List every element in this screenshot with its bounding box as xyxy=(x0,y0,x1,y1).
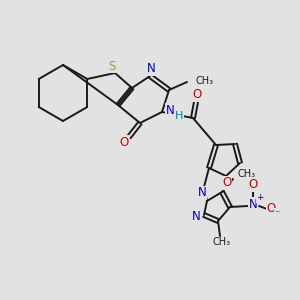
Text: N: N xyxy=(192,209,200,223)
Text: N: N xyxy=(147,62,155,76)
Text: N: N xyxy=(166,103,174,116)
Text: H: H xyxy=(175,111,183,121)
Text: +: + xyxy=(256,194,264,202)
Text: O: O xyxy=(266,202,276,215)
Text: CH₃: CH₃ xyxy=(195,76,213,86)
Text: ⁻: ⁻ xyxy=(274,209,280,219)
Text: N: N xyxy=(249,197,257,211)
Text: N: N xyxy=(198,187,206,200)
Text: O: O xyxy=(222,176,232,190)
Text: CH₃: CH₃ xyxy=(213,237,231,247)
Text: O: O xyxy=(119,136,129,148)
Text: O: O xyxy=(192,88,202,101)
Text: O: O xyxy=(248,178,258,191)
Text: CH₃: CH₃ xyxy=(238,169,256,179)
Text: S: S xyxy=(108,59,116,73)
